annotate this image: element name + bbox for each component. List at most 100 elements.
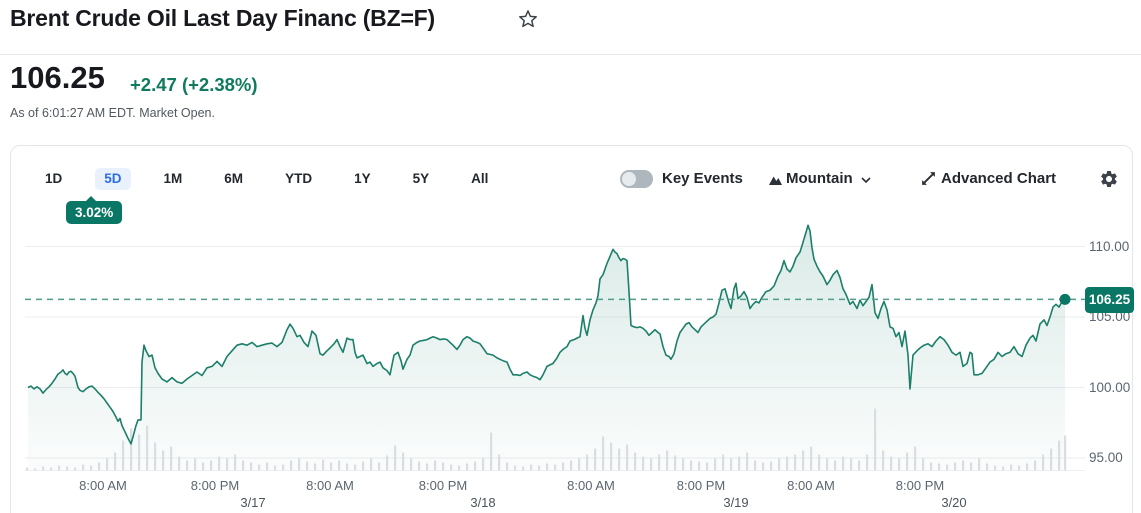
volume-bar <box>722 454 725 471</box>
volume-bar <box>866 454 869 471</box>
star-favorite-icon[interactable] <box>517 8 539 30</box>
mountain-icon <box>769 176 782 185</box>
volume-bar <box>642 456 645 471</box>
volume-bar <box>370 458 373 471</box>
range-button-1y[interactable]: 1Y <box>354 171 371 187</box>
volume-bar <box>1026 463 1029 471</box>
volume-bar <box>362 461 365 471</box>
volume-bar <box>378 462 381 471</box>
volume-bar <box>818 454 821 471</box>
volume-bar <box>698 461 701 471</box>
key-events-toggle[interactable] <box>620 170 653 188</box>
volume-bar <box>194 458 197 471</box>
volume-bar <box>794 454 797 471</box>
advanced-chart-button[interactable]: Advanced Chart <box>941 170 1057 187</box>
volume-bar <box>450 464 453 471</box>
volume-bar <box>786 456 789 471</box>
price-change: +2.47 (+2.38%) <box>130 74 258 95</box>
volume-bar <box>266 462 269 471</box>
volume-bar <box>762 462 765 471</box>
volume-bar <box>850 458 853 471</box>
volume-bar <box>690 460 693 471</box>
volume-bar <box>938 463 941 471</box>
volume-bar <box>442 462 445 471</box>
volume-bar <box>746 452 749 471</box>
volume-bar <box>986 463 989 471</box>
volume-bar <box>170 446 173 471</box>
volume-bar <box>98 462 101 471</box>
volume-bar <box>610 442 613 471</box>
volume-bar <box>458 465 461 471</box>
volume-bar <box>1002 466 1005 471</box>
key-events-label: Key Events <box>662 170 743 187</box>
volume-bar <box>386 455 389 471</box>
range-selector: 1D 5D 1M 6M YTD 1Y 5Y All <box>36 166 497 192</box>
range-button-1d[interactable]: 1D <box>45 171 63 187</box>
header-divider <box>0 54 1141 55</box>
volume-bar <box>34 468 37 471</box>
x-axis-time-label: 8:00 AM <box>567 478 615 493</box>
volume-bar <box>962 460 965 471</box>
range-button-all[interactable]: All <box>471 171 489 187</box>
expand-diagonal-icon <box>922 172 935 185</box>
volume-bar <box>1058 440 1061 471</box>
volume-bar <box>730 458 733 471</box>
range-button-6m[interactable]: 6M <box>224 171 244 187</box>
range-button-5y[interactable]: 5Y <box>412 171 430 187</box>
range-button-ytd[interactable]: YTD <box>285 171 313 187</box>
volume-bar <box>802 450 805 471</box>
volume-bar <box>770 461 773 471</box>
chevron-down-icon[interactable] <box>860 176 872 184</box>
volume-bar <box>90 465 93 471</box>
volume-bar <box>58 465 61 471</box>
volume-bar <box>914 446 917 471</box>
volume-bar <box>994 465 997 471</box>
toggle-knob <box>622 172 636 186</box>
volume-bar <box>714 458 717 471</box>
volume-bar <box>874 408 877 471</box>
volume-bar <box>634 452 637 471</box>
volume-bar <box>658 454 661 471</box>
volume-bar <box>218 456 221 471</box>
volume-bar <box>530 464 533 471</box>
volume-bar <box>274 465 277 471</box>
x-axis-time-label: 8:00 AM <box>787 478 835 493</box>
volume-bar <box>242 460 245 471</box>
chart-type-dropdown[interactable]: Mountain <box>786 170 853 187</box>
volume-bar <box>490 432 493 471</box>
volume-bar <box>602 436 605 471</box>
volume-bar <box>1064 435 1067 471</box>
volume-bar <box>74 467 77 471</box>
volume-bar <box>970 462 973 471</box>
volume-bar <box>498 454 501 471</box>
volume-bar <box>650 458 653 471</box>
volume-bar <box>138 434 141 471</box>
volume-bar <box>930 462 933 471</box>
volume-bar <box>906 452 909 471</box>
volume-bar <box>290 460 293 471</box>
volume-bar <box>418 461 421 471</box>
range-button-1m[interactable]: 1M <box>163 171 183 187</box>
volume-bar <box>178 456 181 471</box>
volume-bar <box>210 460 213 471</box>
range-button-5d[interactable]: 5D <box>95 168 131 190</box>
volume-bar <box>354 464 357 471</box>
volume-bar <box>562 462 565 471</box>
y-axis-label: 95.00 <box>1089 450 1123 465</box>
volume-bar <box>922 458 925 471</box>
volume-bar <box>778 458 781 471</box>
volume-bar <box>674 455 677 471</box>
volume-bar <box>594 448 597 471</box>
volume-bar <box>946 464 949 471</box>
x-axis-time-label: 8:00 PM <box>190 478 240 493</box>
volume-bar <box>282 464 285 471</box>
settings-gear-icon[interactable] <box>1099 169 1119 189</box>
volume-bar <box>202 462 205 471</box>
volume-bar <box>1034 460 1037 471</box>
volume-bar <box>618 448 621 471</box>
volume-bar <box>338 460 341 471</box>
volume-bar <box>122 440 125 471</box>
volume-bar <box>330 462 333 471</box>
x-axis-date-label: 3/17 <box>240 495 266 510</box>
